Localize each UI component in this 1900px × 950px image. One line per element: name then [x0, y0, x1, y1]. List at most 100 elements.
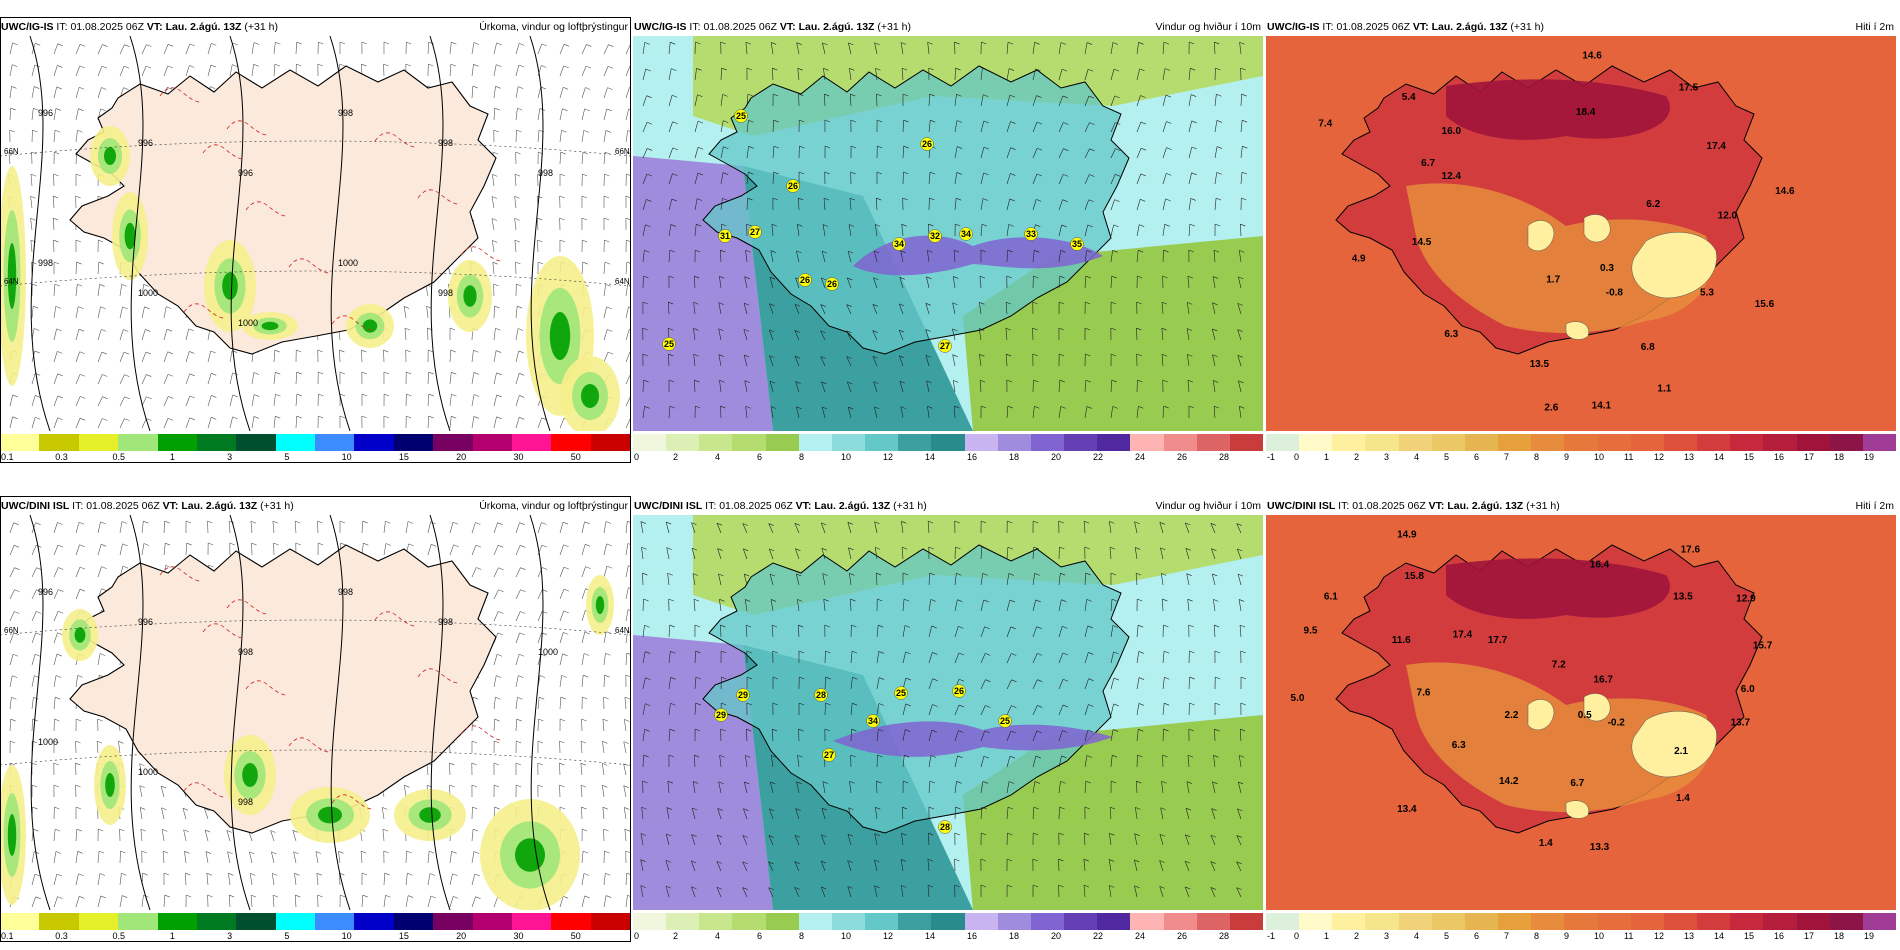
gust-zone [853, 235, 1103, 276]
wind-barb [928, 652, 933, 664]
wind-barb [493, 567, 499, 578]
wind-barb [1032, 328, 1034, 341]
colorbar-label: 14 [1714, 452, 1725, 462]
wind-barb [1084, 573, 1086, 586]
temperature-contour [159, 566, 201, 582]
wind-barb [1058, 301, 1065, 305]
wind-barb [339, 63, 345, 67]
colorbar-swatch [1332, 913, 1366, 930]
wind-barb [520, 567, 526, 570]
warm-area [1446, 558, 1670, 619]
temperature-value: 0.5 [1578, 710, 1592, 721]
colorbar-label: 3 [1384, 452, 1390, 462]
wind-barb [472, 85, 478, 89]
precip-map[interactable]: 996 996 998 998 998 1000 1000 1000 998 66N 64N [0, 515, 630, 910]
valid-time: Lau. 2.ágú. 13Z [1447, 500, 1524, 512]
wind-barb [515, 328, 519, 341]
wind-barb [956, 197, 962, 201]
wind-barb [1085, 275, 1091, 279]
wind-barb [559, 896, 564, 908]
wind-barb [746, 223, 752, 227]
wind-barb [1005, 302, 1008, 315]
wind-barb [493, 896, 498, 908]
wind-barb [1239, 624, 1246, 628]
wind-barb [1005, 327, 1012, 331]
wind-barb [1236, 887, 1242, 890]
colorbar-swatch [551, 434, 592, 451]
wind-barb [874, 250, 880, 254]
wind-barb [559, 718, 566, 722]
wind-barb [210, 64, 216, 68]
wind-barb [494, 305, 500, 309]
wind-barb [97, 351, 103, 363]
colorbar-label: 19 [1864, 931, 1875, 941]
precip-map[interactable]: 996 996 996 998 998 998 998 1000 1000 1000 998 66N 6… [0, 36, 630, 431]
wind-barb [665, 859, 671, 863]
wind-barb [646, 199, 652, 202]
wind-barb [1162, 94, 1167, 107]
temp-map[interactable]: 14.6 17.5 5.4 7.4 16.0 18.4 6.7 17.4 12.4 14.6 6.2… [1266, 36, 1896, 431]
wind-map[interactable]: 25 26 26 31 27 34 32 34 33 35 26 26 27 25 [633, 36, 1263, 431]
wind-barb [1058, 276, 1061, 289]
wind-barb [161, 807, 167, 811]
wind-barb [211, 417, 217, 420]
wind-barb [953, 406, 956, 419]
wind-barb [1214, 650, 1221, 654]
wind-barb [693, 353, 699, 357]
wind-barb [515, 108, 518, 121]
wind-barb [1113, 224, 1119, 228]
wind-barb [1214, 728, 1220, 732]
wind-barb [1112, 625, 1119, 628]
wind-barb [30, 174, 33, 187]
wind-barb [55, 108, 62, 111]
wind-barb [33, 828, 39, 832]
wind-barb [1187, 598, 1193, 602]
wind-barb [53, 522, 58, 534]
wind-barb [537, 611, 543, 622]
wind-barb [58, 567, 64, 570]
wind-barb [75, 873, 79, 886]
wind-barb [1212, 354, 1216, 367]
wind-colorbar: 0 2 4 6 8 10 12 14 16 18 20 22 24 26 28 [633, 913, 1264, 941]
wind-barb [1110, 806, 1116, 810]
wind-barb [139, 807, 143, 820]
wind-barb [9, 108, 11, 121]
temp-map[interactable]: 14.9 17.6 15.8 6.1 16.4 13.5 9.5 12.9 11.6 17.4 17… [1266, 515, 1896, 910]
wind-barb [847, 522, 852, 534]
wind-barb [769, 781, 774, 794]
wind-barb [1006, 353, 1012, 357]
gust-value: 33 [1026, 229, 1036, 239]
colorbar-label: 4 [1414, 931, 1420, 941]
wind-barb [723, 146, 729, 149]
wind-barb [97, 851, 100, 864]
wind-barb [515, 762, 522, 766]
wind-barb [695, 676, 702, 680]
wind-barb [514, 173, 521, 177]
wind-barb [9, 522, 14, 534]
wind-barb [1110, 42, 1114, 55]
wind-barb [449, 416, 452, 429]
wind-barb [848, 807, 852, 820]
wind-barb [430, 521, 436, 525]
wind-barb [846, 356, 852, 359]
wind-barb [794, 356, 800, 367]
wind-barb [585, 566, 591, 569]
wind-barb [57, 522, 63, 525]
wind-barb [770, 599, 774, 612]
wind-barb [97, 374, 103, 385]
wind-barb [537, 740, 544, 744]
wind-barb [145, 351, 152, 355]
mild-area [1406, 183, 1712, 333]
wind-barb [849, 68, 855, 71]
wind-barb [163, 543, 166, 556]
wind-barb [251, 42, 255, 55]
wind-barb [1213, 625, 1216, 638]
wind-barb [75, 329, 80, 341]
wind-barb [185, 65, 190, 77]
wind-barb [1033, 806, 1040, 810]
wind-barb [1160, 807, 1166, 811]
wind-barb [100, 521, 106, 525]
wind-barb [1140, 147, 1147, 151]
wind-map[interactable]: 29 29 28 25 26 34 25 27 28 [633, 515, 1263, 910]
wind-barb [405, 895, 409, 908]
